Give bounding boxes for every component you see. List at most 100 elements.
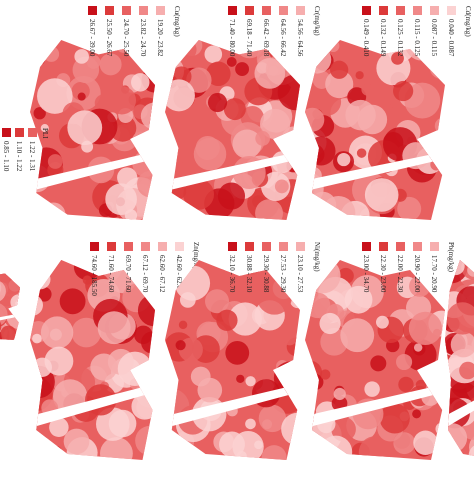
map-blob bbox=[396, 354, 412, 370]
map-blob bbox=[337, 153, 350, 166]
map-blob bbox=[412, 409, 421, 418]
map-blob bbox=[179, 321, 187, 329]
map-blob bbox=[100, 437, 133, 470]
legend-label: 0.132 - 0.149 bbox=[379, 19, 387, 57]
map-blob bbox=[118, 352, 152, 386]
legend-swatch bbox=[122, 6, 131, 15]
legend-swatch bbox=[413, 242, 422, 251]
legend-swatch bbox=[447, 6, 456, 15]
legend-swatch bbox=[245, 6, 254, 15]
legend-swatch bbox=[156, 6, 165, 15]
map-blob bbox=[359, 436, 392, 469]
legend-label: 25.50 - 26.67 bbox=[105, 19, 113, 57]
legend-swatch bbox=[90, 242, 99, 251]
legend-swatch bbox=[245, 242, 254, 251]
map-blob bbox=[219, 432, 245, 458]
legend-swatch bbox=[296, 242, 305, 251]
map-blob bbox=[42, 202, 66, 226]
map-blob bbox=[262, 445, 287, 470]
legend-label: 27.53 - 29.30 bbox=[279, 255, 287, 293]
legend-label: 69.18 - 71.40 bbox=[245, 19, 253, 57]
map-blob bbox=[440, 288, 450, 298]
map-blob bbox=[303, 45, 331, 73]
map-blob bbox=[22, 198, 38, 214]
legend-label: 0.149 - 0.410 bbox=[362, 19, 370, 57]
legend-label: 23.10 - 27.53 bbox=[296, 255, 304, 293]
map-blob bbox=[41, 316, 73, 348]
legend-swatch bbox=[175, 242, 184, 251]
legend-label: 22.00 - 22.30 bbox=[396, 255, 404, 293]
legend-swatch bbox=[228, 6, 237, 15]
legend-swatch bbox=[413, 6, 422, 15]
map-blob bbox=[78, 93, 86, 101]
map-blob bbox=[164, 143, 178, 157]
map-blob bbox=[413, 431, 437, 455]
map-blob bbox=[365, 178, 399, 212]
map-blob bbox=[255, 131, 270, 146]
map-blob bbox=[167, 43, 178, 54]
map-blob bbox=[205, 45, 223, 63]
legend-swatch bbox=[379, 242, 388, 251]
legend-label: 62.60 - 67.12 bbox=[158, 255, 166, 293]
map-blob bbox=[35, 54, 45, 64]
map-blob bbox=[20, 397, 39, 416]
legend-label: 66.42 - 69.18 bbox=[262, 19, 270, 57]
map-blob bbox=[197, 378, 222, 403]
map-blob bbox=[51, 446, 62, 457]
map-blob bbox=[361, 84, 373, 96]
legend-swatch bbox=[139, 6, 148, 15]
legend-swatch bbox=[430, 6, 439, 15]
legend-label: 74.60 - 185.50 bbox=[90, 255, 98, 296]
legend-swatch bbox=[15, 128, 24, 137]
map-blob bbox=[131, 73, 149, 91]
map-blob bbox=[298, 361, 323, 386]
map-blob bbox=[100, 53, 122, 75]
map-blob bbox=[275, 180, 289, 194]
legend-title: Pb(mg/kg) bbox=[447, 242, 455, 273]
map-blob bbox=[254, 440, 263, 449]
legend-label: 32.10 - 36.70 bbox=[228, 255, 236, 293]
map-blob bbox=[430, 56, 452, 78]
map-blob bbox=[43, 46, 59, 62]
map-blob bbox=[109, 410, 137, 438]
map-blob bbox=[105, 183, 137, 215]
map-blob bbox=[28, 368, 36, 376]
map-blob bbox=[300, 108, 324, 132]
map-blob bbox=[370, 355, 386, 371]
legend-label: 0.040 - 0.087 bbox=[447, 19, 455, 57]
map-blob bbox=[409, 312, 442, 345]
map-blob bbox=[225, 341, 249, 365]
map-blob bbox=[281, 413, 313, 445]
legend-label: 1.22 - 1.31 bbox=[28, 141, 36, 172]
legend-swatch bbox=[396, 6, 405, 15]
legend-swatch bbox=[228, 242, 237, 251]
map-blob bbox=[330, 61, 348, 79]
legend-swatch bbox=[279, 242, 288, 251]
map-blob bbox=[27, 28, 52, 53]
map-blob bbox=[0, 326, 16, 342]
map-blob bbox=[108, 86, 136, 114]
map-blob bbox=[216, 310, 237, 331]
map-blob bbox=[319, 313, 340, 334]
legend-swatch bbox=[107, 242, 116, 251]
legend-label: 24.70 - 25.50 bbox=[122, 19, 130, 57]
map-blob bbox=[364, 381, 379, 396]
legend-label: 26.67 - 39.00 bbox=[88, 19, 96, 57]
map-blob bbox=[423, 134, 435, 146]
legend-label: 23.82 - 24.70 bbox=[139, 19, 147, 57]
map-blob bbox=[438, 423, 467, 452]
map-blob bbox=[138, 294, 170, 326]
map-blob bbox=[32, 334, 42, 344]
map-blob bbox=[435, 118, 451, 134]
map-blob bbox=[137, 171, 164, 198]
legend-swatch bbox=[28, 128, 37, 137]
legend-title: Ni(mg/kg) bbox=[313, 242, 321, 272]
map-blob bbox=[245, 419, 256, 430]
map-blob bbox=[290, 293, 305, 308]
map-blob bbox=[14, 272, 23, 281]
map bbox=[155, 28, 314, 228]
map-blob bbox=[135, 426, 165, 456]
legend-label: 54.56 - 64.56 bbox=[296, 19, 304, 57]
legend-title: Cd(mg/kg) bbox=[464, 6, 472, 37]
map-blob bbox=[162, 372, 177, 387]
